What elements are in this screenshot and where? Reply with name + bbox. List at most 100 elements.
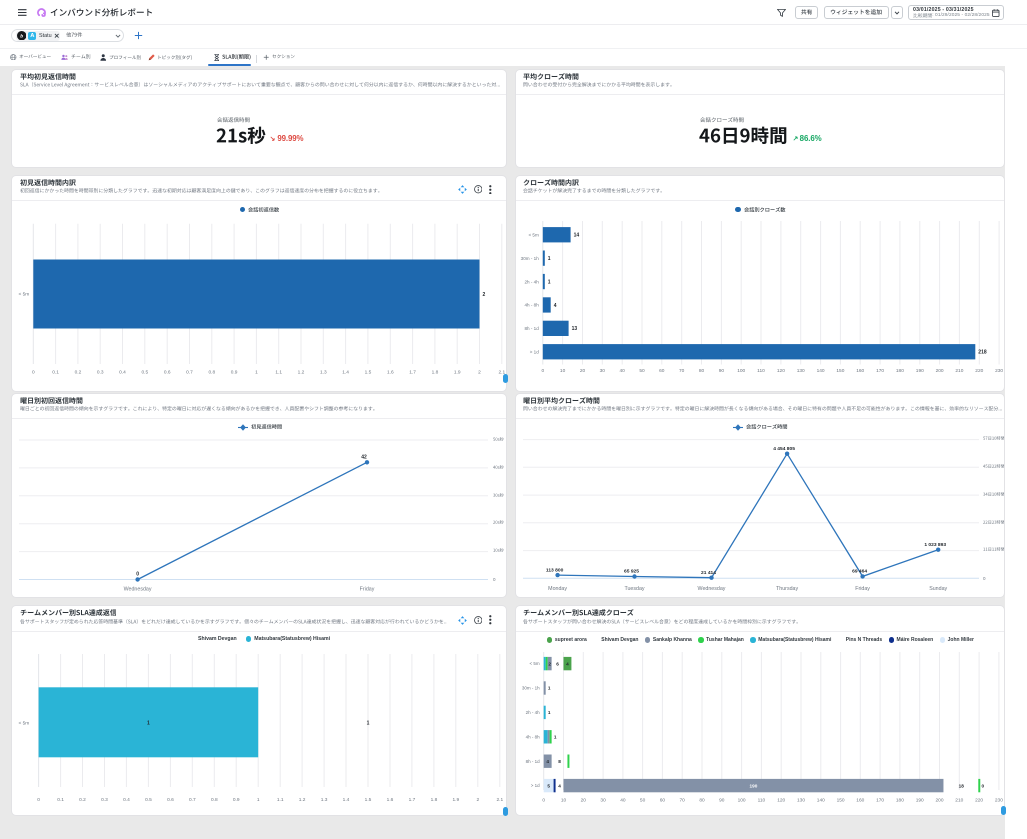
svg-text:0.5: 0.5: [141, 369, 148, 375]
svg-text:13: 13: [571, 326, 577, 332]
svg-text:1.5: 1.5: [365, 797, 372, 803]
svg-text:1 023 893: 1 023 893: [924, 541, 946, 547]
svg-text:1: 1: [547, 686, 550, 691]
svg-text:70: 70: [679, 368, 685, 374]
svg-text:0.7: 0.7: [186, 369, 193, 375]
svg-text:1.1: 1.1: [275, 369, 282, 375]
svg-text:170: 170: [876, 798, 884, 804]
svg-text:30m - 1h: 30m - 1h: [520, 255, 539, 260]
svg-text:2h - 4h: 2h - 4h: [524, 279, 539, 284]
svg-text:0: 0: [542, 798, 545, 804]
svg-text:1: 1: [553, 735, 556, 740]
svg-text:150: 150: [836, 798, 844, 804]
svg-text:80: 80: [699, 798, 705, 804]
svg-text:0.8: 0.8: [208, 369, 215, 375]
svg-text:0.3: 0.3: [97, 369, 104, 375]
svg-text:0.8: 0.8: [211, 797, 218, 803]
svg-text:20: 20: [579, 368, 585, 374]
svg-text:2.1: 2.1: [496, 797, 503, 803]
svg-text:2: 2: [478, 369, 481, 375]
svg-text:190: 190: [915, 368, 923, 374]
svg-text:18: 18: [958, 783, 964, 788]
svg-text:160: 160: [856, 368, 864, 374]
svg-text:140: 140: [816, 798, 824, 804]
svg-text:0: 0: [32, 369, 35, 375]
svg-text:100: 100: [737, 368, 745, 374]
svg-text:200: 200: [935, 798, 943, 804]
svg-text:220: 220: [975, 798, 983, 804]
svg-text:90: 90: [718, 368, 724, 374]
svg-text:40: 40: [619, 368, 625, 374]
svg-text:130: 130: [796, 798, 804, 804]
svg-text:180: 180: [895, 368, 903, 374]
svg-text:230: 230: [995, 368, 1003, 374]
svg-text:1: 1: [367, 721, 370, 727]
svg-text:Friday: Friday: [360, 586, 375, 592]
svg-text:50: 50: [639, 368, 645, 374]
svg-text:2h - 4h: 2h - 4h: [525, 710, 540, 715]
svg-text:0.2: 0.2: [75, 369, 82, 375]
svg-text:< 5m: < 5m: [529, 661, 539, 666]
svg-text:1.2: 1.2: [299, 797, 306, 803]
svg-text:0.9: 0.9: [231, 369, 238, 375]
svg-text:1: 1: [257, 797, 260, 803]
svg-text:14: 14: [573, 232, 579, 238]
svg-text:180: 180: [895, 798, 903, 804]
svg-text:4: 4: [546, 759, 549, 764]
svg-text:2: 2: [483, 292, 486, 298]
svg-text:65 925: 65 925: [624, 568, 639, 574]
svg-text:1.3: 1.3: [320, 369, 327, 375]
svg-text:> 1d: > 1d: [530, 783, 539, 788]
svg-text:80: 80: [698, 368, 704, 374]
svg-text:0: 0: [37, 797, 40, 803]
svg-text:1.7: 1.7: [409, 797, 416, 803]
svg-text:4h - 8h: 4h - 8h: [524, 302, 539, 307]
svg-text:21 414: 21 414: [701, 569, 716, 575]
svg-text:2.1: 2.1: [498, 369, 505, 375]
svg-text:1.1: 1.1: [277, 797, 284, 803]
svg-text:2: 2: [548, 661, 551, 666]
svg-text:42: 42: [361, 454, 367, 460]
svg-text:1.3: 1.3: [321, 797, 328, 803]
svg-text:4: 4: [566, 661, 569, 666]
svg-text:30m - 1h: 30m - 1h: [521, 686, 539, 691]
svg-text:140: 140: [816, 368, 824, 374]
svg-text:1: 1: [547, 710, 550, 715]
svg-text:1.7: 1.7: [409, 369, 416, 375]
svg-text:30: 30: [600, 798, 606, 804]
svg-text:0.6: 0.6: [164, 369, 171, 375]
svg-text:40: 40: [620, 798, 626, 804]
svg-text:< 5m: < 5m: [19, 291, 30, 297]
svg-text:Tuesday: Tuesday: [624, 586, 644, 592]
svg-text:Thursday: Thursday: [776, 586, 798, 592]
svg-text:8: 8: [558, 759, 561, 764]
svg-text:1.8: 1.8: [432, 369, 439, 375]
svg-text:60: 60: [659, 368, 665, 374]
svg-text:120: 120: [776, 368, 784, 374]
svg-text:0.4: 0.4: [119, 369, 126, 375]
svg-text:6: 6: [556, 661, 559, 666]
svg-text:1.4: 1.4: [343, 797, 350, 803]
svg-text:0.9: 0.9: [233, 797, 240, 803]
svg-text:> 1d: > 1d: [529, 349, 539, 354]
svg-text:10: 10: [560, 798, 566, 804]
svg-text:0.6: 0.6: [167, 797, 174, 803]
svg-text:< 5m: < 5m: [528, 232, 539, 237]
svg-text:0.1: 0.1: [52, 369, 59, 375]
svg-text:113 800: 113 800: [545, 567, 563, 573]
svg-text:0.5: 0.5: [145, 797, 152, 803]
svg-text:69 464: 69 464: [852, 568, 867, 574]
svg-text:200: 200: [935, 368, 943, 374]
svg-text:0.7: 0.7: [189, 797, 196, 803]
svg-text:130: 130: [796, 368, 804, 374]
svg-text:1.8: 1.8: [431, 797, 438, 803]
svg-text:160: 160: [856, 798, 864, 804]
svg-text:150: 150: [836, 368, 844, 374]
svg-text:110: 110: [757, 798, 765, 804]
svg-text:4h - 8h: 4h - 8h: [525, 734, 540, 739]
svg-text:1.2: 1.2: [298, 369, 305, 375]
svg-text:210: 210: [955, 368, 963, 374]
svg-text:0.4: 0.4: [123, 797, 130, 803]
svg-text:20: 20: [580, 798, 586, 804]
svg-text:1.5: 1.5: [365, 369, 372, 375]
